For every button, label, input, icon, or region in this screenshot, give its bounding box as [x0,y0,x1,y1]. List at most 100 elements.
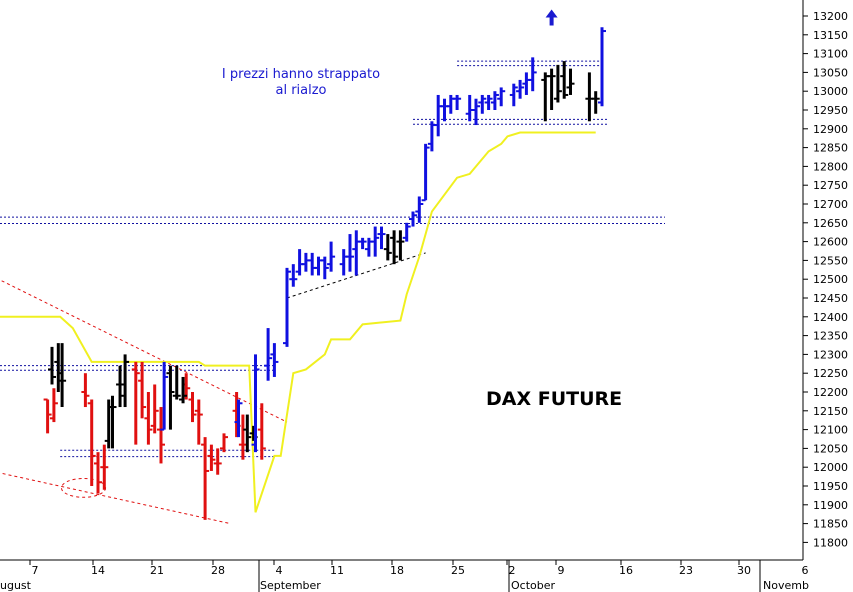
price-bar [108,395,117,449]
price-bar [144,392,153,445]
plot-background [0,0,803,560]
x-tick-label: 21 [150,564,164,577]
price-bar [566,68,575,95]
y-tick-label: 12950 [813,104,848,117]
price-bar [201,437,210,520]
y-tick-label: 11950 [813,480,848,493]
price-bar [320,256,329,280]
price-bar [371,226,380,257]
x-tick-label: 18 [390,564,404,577]
price-bar [516,79,525,99]
price-bar [213,448,222,475]
price-bar [43,398,52,434]
moving-average-line [0,131,596,513]
y-tick-label: 12900 [813,123,848,136]
price-bar [598,27,606,107]
price-bar [87,399,96,486]
month-label: September [260,579,321,592]
x-tick-label: 6 [802,564,809,577]
y-tick-label: 13100 [813,48,848,61]
month-label: ugust [0,579,32,592]
x-tick-label: 28 [211,564,225,577]
y-tick-label: 12250 [813,367,848,380]
price-bar [172,365,181,400]
chart-title: DAX FUTURE [486,388,622,410]
price-bar [234,399,243,438]
price-bar [377,226,386,250]
price-bar [509,83,518,107]
price-bar [289,264,298,287]
month-label: October [511,579,555,592]
price-bar [116,365,125,408]
price-bar [257,403,266,460]
price-bar [270,343,279,377]
x-tick-label: 30 [737,564,751,577]
y-tick-label: 12450 [813,292,848,305]
y-tick-label: 12850 [813,142,848,155]
price-bar [383,234,392,261]
price-bar [396,230,405,261]
price-bar [160,361,169,431]
price-bar [484,94,493,110]
month-label: Novemb [763,579,809,592]
price-bar [194,399,203,445]
y-tick-label: 12150 [813,405,848,418]
price-bar [207,444,216,471]
price-bar [327,241,336,272]
y-tick-label: 12200 [813,386,848,399]
price-bar [453,94,462,110]
y-tick-label: 12500 [813,273,848,286]
price-bar [58,343,67,408]
price-bar [138,361,147,419]
y-tick-label: 11800 [813,536,848,549]
price-bar [409,211,417,227]
y-tick-label: 13150 [813,29,848,42]
price-bar [150,384,159,434]
y-tick-label: 12000 [813,461,848,474]
y-tick-label: 12350 [813,330,848,343]
highlight-ellipse [60,477,107,498]
price-bar [547,68,556,110]
annotation-line-2: al rialzo [275,83,326,98]
x-tick-label: 16 [619,564,633,577]
price-bar [591,91,600,114]
price-bar [402,222,411,242]
price-bar [48,346,57,385]
price-bar [243,414,252,453]
price-bar [94,452,102,494]
price-bars [43,27,606,520]
y-tick-label: 13050 [813,66,848,79]
y-tick-label: 12550 [813,254,848,267]
y-tick-label: 13200 [813,10,848,23]
chart-extras [60,9,558,498]
x-tick-label: 14 [91,564,105,577]
price-bar [121,354,130,408]
price-bar [472,98,480,126]
x-tick-label: 4 [276,564,283,577]
y-tick-label: 12100 [813,424,848,437]
y-tick-label: 11850 [813,518,848,531]
price-bar [251,354,260,453]
y-tick-label: 12800 [813,160,848,173]
price-bar [490,91,499,110]
price-bar [131,361,140,445]
price-bar [528,57,537,92]
price-bar [220,433,228,453]
y-tick-label: 12700 [813,198,848,211]
x-tick-label: 7 [32,564,39,577]
price-bar [421,143,430,202]
y-tick-label: 12750 [813,179,848,192]
price-bar [283,267,291,347]
price-bar [358,237,367,250]
y-tick-label: 12650 [813,217,848,230]
y-tick-label: 12050 [813,442,848,455]
x-tick-label: 23 [679,564,693,577]
price-bar [81,373,90,408]
x-tick-label: 25 [451,564,465,577]
x-tick-label: 2 [509,564,516,577]
x-tick-label: 11 [330,564,344,577]
price-bar [553,64,562,103]
y-tick-label: 12400 [813,311,848,324]
